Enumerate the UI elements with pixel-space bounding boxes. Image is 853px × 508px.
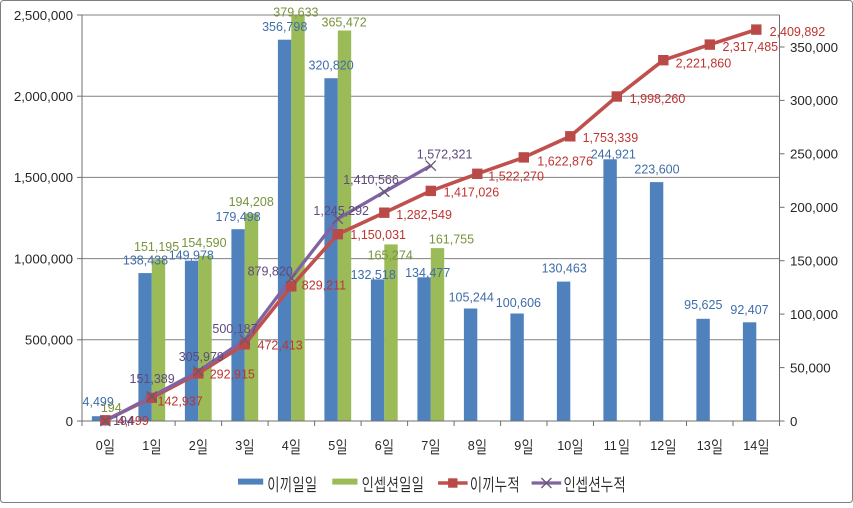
svg-text:138,438: 138,438 [123,254,168,268]
svg-text:151,389: 151,389 [130,372,175,386]
svg-text:223,600: 223,600 [634,163,679,177]
svg-text:14: 14 [743,439,757,453]
svg-text:1,998,260: 1,998,260 [630,92,686,106]
svg-text:0: 0 [66,414,73,429]
svg-text:154,590: 154,590 [181,236,226,250]
svg-text:1,572,321: 1,572,321 [417,148,473,162]
svg-text:1,000,000: 1,000,000 [14,251,73,266]
svg-text:2,000,000: 2,000,000 [14,89,73,104]
svg-text:151,195: 151,195 [134,240,179,254]
svg-text:2,409,892: 2,409,892 [770,25,826,39]
svg-text:8: 8 [468,439,475,453]
svg-text:1,522,270: 1,522,270 [488,169,544,183]
svg-text:10: 10 [557,439,571,453]
svg-text:161,755: 161,755 [429,233,474,247]
svg-text:1,417,026: 1,417,026 [444,186,500,200]
svg-text:142,937: 142,937 [158,395,203,409]
svg-text:0: 0 [790,414,797,429]
svg-text:244,921: 244,921 [591,147,636,161]
svg-text:1,150,031: 1,150,031 [350,228,406,242]
svg-text:100,000: 100,000 [790,307,838,322]
svg-text:829,211: 829,211 [302,278,346,292]
svg-text:292,915: 292,915 [210,368,255,382]
svg-text:179,498: 179,498 [216,210,261,224]
svg-text:379,633: 379,633 [273,6,318,20]
svg-text:472,413: 472,413 [258,339,303,353]
svg-text:500,187: 500,187 [212,322,257,336]
svg-text:2,221,860: 2,221,860 [676,56,732,70]
svg-text:6: 6 [375,439,382,453]
svg-text:3: 3 [235,439,242,453]
svg-text:0: 0 [96,439,103,453]
svg-text:879,820: 879,820 [248,264,293,278]
svg-text:50,000: 50,000 [790,360,831,375]
svg-text:2,317,485: 2,317,485 [723,40,779,54]
svg-text:100,606: 100,606 [496,296,541,310]
svg-text:194: 194 [101,401,122,415]
svg-text:1,245,292: 1,245,292 [313,204,369,218]
svg-text:95,625: 95,625 [684,298,722,312]
svg-text:7: 7 [421,439,428,453]
svg-text:1,410,566: 1,410,566 [343,173,399,187]
svg-text:1,622,876: 1,622,876 [537,155,593,169]
svg-text:194,208: 194,208 [229,195,274,209]
svg-text:200,000: 200,000 [790,200,838,215]
svg-text:305,979: 305,979 [179,350,224,364]
svg-text:92,407: 92,407 [730,303,768,317]
svg-text:250,000: 250,000 [790,147,838,162]
svg-text:13: 13 [697,439,711,453]
svg-text:350,000: 350,000 [790,40,838,55]
svg-text:2,500,000: 2,500,000 [14,8,73,23]
svg-text:5: 5 [328,439,335,453]
svg-text:300,000: 300,000 [790,93,838,108]
svg-text:1,500,000: 1,500,000 [14,170,73,185]
svg-text:1,753,339: 1,753,339 [583,131,639,145]
svg-text:500,000: 500,000 [25,333,73,348]
svg-text:356,798: 356,798 [262,20,307,34]
svg-text:9: 9 [514,439,521,453]
svg-text:105,244: 105,244 [449,290,494,304]
svg-text:12: 12 [650,439,664,453]
svg-text:165,274: 165,274 [368,249,413,263]
svg-text:150,000: 150,000 [790,254,838,269]
svg-text:365,472: 365,472 [322,16,367,30]
svg-text:2: 2 [189,439,196,453]
svg-text:320,820: 320,820 [309,59,354,73]
svg-text:134,477: 134,477 [405,266,450,280]
svg-text:11: 11 [604,439,617,453]
svg-text:130,463: 130,463 [542,261,587,275]
svg-text:1: 1 [142,439,149,453]
svg-text:194: 194 [113,414,134,428]
svg-text:4: 4 [282,439,289,453]
svg-text:1,282,549: 1,282,549 [396,208,452,222]
svg-text:132,518: 132,518 [351,268,396,282]
